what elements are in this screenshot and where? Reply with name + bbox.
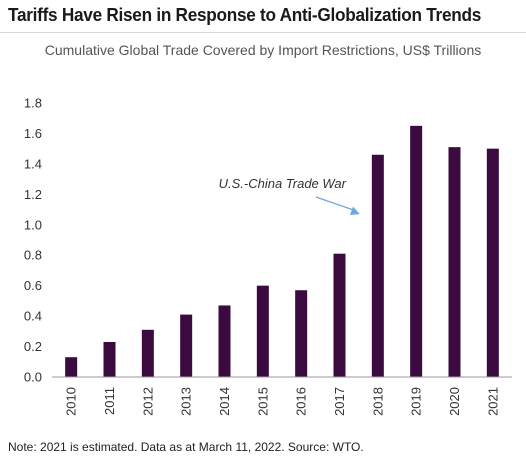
bar-2019 (410, 125, 423, 377)
x-axis-tick-labels: 2010 2011 2012 2013 2014 2015 2016 2017 2018 2019… (64, 387, 501, 416)
bar-2012 (141, 329, 154, 377)
bar-2020 (448, 147, 461, 377)
x-tick-label: 2021 (485, 387, 500, 416)
x-tick-label: 2016 (294, 387, 309, 416)
bars (65, 125, 499, 377)
bar-2017 (333, 253, 346, 377)
y-tick-label: 1.0 (24, 217, 42, 232)
bar-2021 (486, 148, 499, 377)
x-tick-label: 2010 (64, 387, 79, 416)
bar-2015 (256, 285, 269, 377)
x-tick-label: 2012 (140, 387, 155, 416)
y-tick-label: 1.8 (24, 96, 42, 111)
y-tick-label: 1.4 (24, 156, 42, 171)
annotation-arrow-icon (349, 206, 360, 216)
y-tick-label: 0.4 (24, 309, 42, 324)
x-tick-label: 2013 (179, 387, 194, 416)
annotation-label: U.S.-China Trade War (219, 176, 347, 191)
chart-header-title: Tariffs Have Risen in Response to Anti-G… (8, 4, 482, 25)
y-axis-tick-labels: 0.0 0.2 0.4 0.6 0.8 1.0 1.2 1.4 1.6 1.8 (24, 96, 42, 385)
y-tick-label: 0.6 (24, 278, 42, 293)
x-tick-label: 2011 (102, 387, 117, 415)
footer-note: Note: 2021 is estimated. Data as at Marc… (8, 440, 364, 454)
x-tick-label: 2014 (217, 387, 232, 416)
x-tick-label: 2018 (370, 387, 385, 416)
y-tick-label: 0.8 (24, 248, 42, 263)
bar-2013 (180, 314, 193, 377)
bar-2010 (65, 357, 78, 377)
annotation: U.S.-China Trade War (219, 176, 360, 216)
x-tick-label: 2015 (255, 387, 270, 416)
y-tick-label: 0.2 (24, 339, 42, 354)
y-tick-label: 1.6 (24, 126, 42, 141)
chart-title: Cumulative Global Trade Covered by Impor… (44, 42, 482, 58)
annotation-arrow-line (315, 196, 355, 211)
x-tick-label: 2020 (447, 387, 462, 416)
bar-2016 (295, 290, 308, 377)
y-tick-label: 1.2 (24, 187, 42, 202)
bar-2018 (371, 154, 384, 377)
y-tick-label: 0.0 (24, 370, 42, 385)
x-tick-label: 2017 (332, 387, 347, 416)
bar-2011 (103, 341, 116, 377)
bar-2014 (218, 305, 231, 377)
x-tick-label: 2019 (409, 387, 424, 416)
